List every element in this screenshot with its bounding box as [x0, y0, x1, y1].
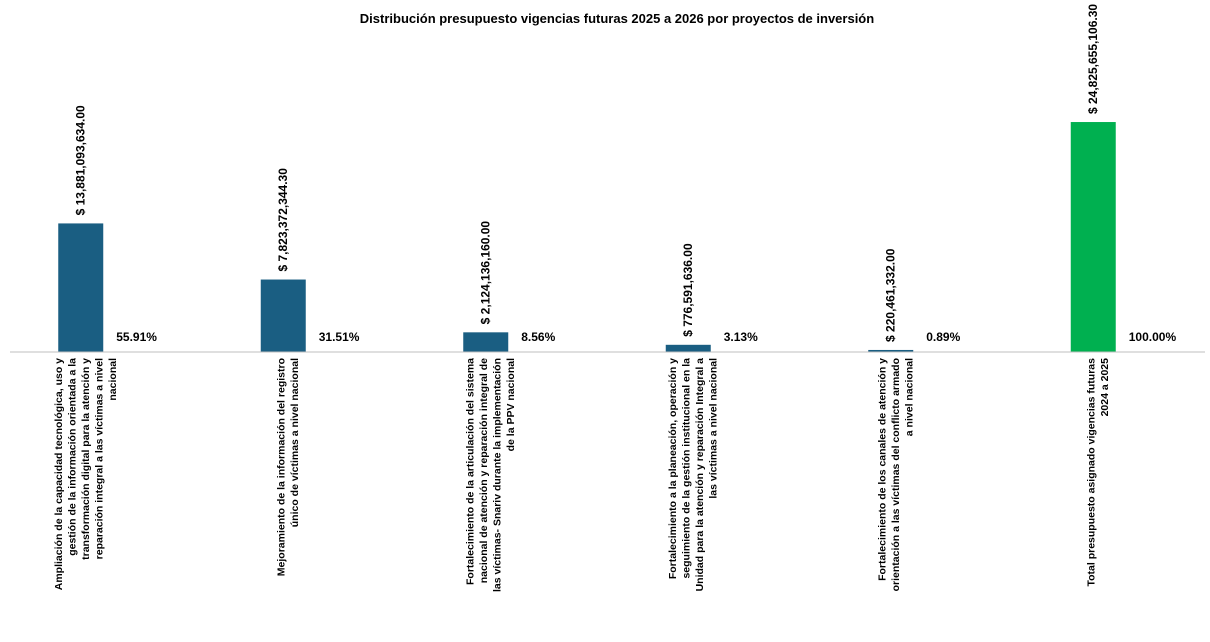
category-label-line: Fortalecimiento de la articulación del s… [465, 358, 477, 585]
category-label-line: Unidad para la atención y reparación Int… [694, 358, 706, 592]
category-label-1: Ampliación de la capacidad tecnológica, … [53, 358, 119, 590]
percent-label-4: 3.13% [724, 330, 758, 344]
bar-2 [260, 279, 306, 352]
value-label-1: $ 13,881,093,634.00 [74, 105, 88, 215]
category-label-line: las víctimas- Snariv durante la implemen… [492, 358, 504, 592]
value-label-5: $ 220,461,332.00 [884, 248, 898, 342]
percent-label-1: 55.91% [116, 330, 157, 344]
category-label-line: transformación digital para la atención … [80, 358, 92, 560]
category-label-3: Fortalecimiento de la articulación del s… [465, 358, 518, 592]
value-label-6: $ 24,825,655,106.30 [1086, 4, 1100, 114]
category-label-4: Fortalecimiento a la planeación, operaci… [667, 358, 720, 592]
category-label-line: Total presupuesto asignado vigencias fut… [1086, 358, 1098, 587]
percent-label-5: 0.89% [926, 330, 960, 344]
bar-3 [463, 332, 509, 352]
category-label-line: 2024 a 2025 [1099, 358, 1111, 417]
bar-4 [665, 344, 711, 352]
chart-title: Distribución presupuesto vigencias futur… [360, 11, 874, 26]
category-label-line: nacional [107, 358, 119, 401]
category-labels-group: Ampliación de la capacidad tecnológica, … [53, 358, 1111, 592]
category-label-line: de la PPV nacional [505, 358, 517, 451]
category-label-line: Fortalecimiento de los canales de atenci… [876, 358, 888, 581]
category-label-line: reparación integral a las víctimas a niv… [93, 358, 105, 559]
bar-6 [1070, 122, 1116, 352]
value-label-2: $ 7,823,372,344.30 [276, 168, 290, 272]
category-label-line: Fortalecimiento a la planeación, operaci… [667, 358, 679, 579]
category-label-line: gestión de la información orientada a la [66, 358, 78, 556]
percent-labels-group: 55.91% 31.51% 8.56% 3.13% 0.89% 100.00% [116, 330, 1176, 344]
value-label-3: $ 2,124,136,160.00 [479, 221, 493, 325]
category-label-6: Total presupuesto asignado vigencias fut… [1086, 358, 1112, 587]
category-label-line: orientación a las víctimas del conflicto… [890, 358, 902, 591]
bar-1 [58, 223, 104, 352]
percent-label-2: 31.51% [319, 330, 360, 344]
bars-group [58, 122, 1116, 352]
category-label-line: las víctimas a nivel nacional [708, 358, 720, 499]
category-label-line: a nivel nacional [903, 358, 915, 436]
value-label-4: $ 776,591,636.00 [681, 243, 695, 337]
bar-5 [868, 349, 914, 352]
value-labels-group: $ 13,881,093,634.00 $ 7,823,372,344.30 $ 2… [74, 4, 1101, 342]
category-label-line: Mejoramiento de la información del regis… [276, 358, 288, 576]
percent-label-3: 8.56% [521, 330, 555, 344]
category-label-line: nacional de atención y reparación integr… [478, 358, 490, 583]
category-label-2: Mejoramiento de la información del regis… [276, 358, 302, 576]
percent-label-6: 100.00% [1129, 330, 1177, 344]
category-label-line: Ampliación de la capacidad tecnológica, … [53, 358, 65, 590]
category-label-5: Fortalecimiento de los canales de atenci… [876, 358, 915, 592]
category-label-line: único de víctimas a nivel nacional [289, 358, 301, 527]
category-label-line: seguimiento de la gestión institucional … [681, 358, 693, 579]
